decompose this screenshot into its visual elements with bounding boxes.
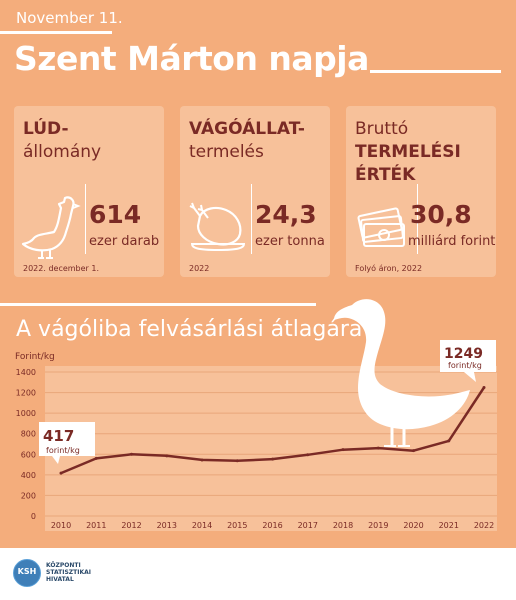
goose-silhouette <box>334 299 470 447</box>
y-axis-label: Forint/kg <box>15 352 55 362</box>
money-stack-icon <box>357 207 405 247</box>
annotation-unit: forint/kg <box>448 361 482 370</box>
card-label: Bruttó TERMELÉSI ÉRTÉK <box>355 119 461 185</box>
data-point <box>482 386 486 390</box>
ksh-logo-text: KSH <box>17 567 37 576</box>
section-underline <box>0 303 316 306</box>
card-footnote: 2022 <box>189 264 210 273</box>
x-tick-label: 2018 <box>333 521 353 530</box>
section-title: A vágóliba felvásárlási átlagára <box>16 317 363 342</box>
data-point <box>306 453 310 457</box>
card-label: LÚD-állomány <box>23 119 102 162</box>
card-slaughter: VÁGÓÁLLAT-termelés 24,3 ezer tonna 2022 <box>180 106 330 277</box>
data-point <box>376 446 380 450</box>
annotation-2022: 1249 forint/kg <box>440 340 496 382</box>
title-underline <box>370 70 501 73</box>
infographic: November 11. Szent Márton napja LÚD-állo… <box>0 0 516 548</box>
card-divider <box>85 184 86 254</box>
annotation-value: 417 <box>43 427 74 445</box>
roast-poultry-icon <box>189 202 246 252</box>
data-point <box>94 456 98 460</box>
date-underline <box>0 31 112 34</box>
x-tick-label: 2020 <box>403 521 423 530</box>
card-unit: ezer darab <box>89 234 160 249</box>
data-point <box>447 439 451 443</box>
annotation-unit: forint/kg <box>46 446 80 455</box>
card-value: 614 <box>89 200 142 229</box>
y-tick-label: 400 <box>21 471 36 480</box>
y-tick-label: 600 <box>21 450 36 459</box>
card-value: 30,8 <box>410 200 472 229</box>
x-tick-label: 2017 <box>298 521 318 530</box>
card-footnote: Folyó áron, 2022 <box>355 264 423 273</box>
annotation-value: 1249 <box>444 346 483 362</box>
series-points <box>59 386 486 475</box>
card-divider <box>251 184 252 254</box>
x-tick-label: 2016 <box>262 521 282 530</box>
x-axis-ticks: 2010 2011 2012 2013 2014 2015 2016 2017 2018 2019… <box>51 521 494 530</box>
x-tick-label: 2011 <box>86 521 106 530</box>
card-unit: milliárd forint <box>408 234 496 249</box>
card-unit: ezer tonna <box>255 234 325 249</box>
data-point <box>271 457 274 461</box>
x-tick-label: 2022 <box>474 521 494 530</box>
card-gross-value: Bruttó TERMELÉSI ÉRTÉK 30,8 milliárd forin… <box>346 106 496 277</box>
y-axis-ticks: 0 200 400 600 800 1000 1200 1400 <box>16 368 36 521</box>
page-title: Szent Márton napja <box>14 39 369 78</box>
goose-icon <box>21 196 81 259</box>
data-point <box>412 449 415 453</box>
card-value: 24,3 <box>255 200 317 229</box>
x-tick-label: 2010 <box>51 521 71 530</box>
x-tick-label: 2014 <box>192 521 212 530</box>
x-tick-label: 2021 <box>439 521 459 530</box>
annotation-2010: 417 forint/kg <box>39 422 95 464</box>
y-tick-label: 800 <box>21 430 36 439</box>
data-point <box>200 458 204 462</box>
data-point <box>235 459 239 463</box>
chart-grid <box>45 371 497 517</box>
x-tick-label: 2015 <box>227 521 247 530</box>
data-point <box>130 452 133 456</box>
y-tick-label: 200 <box>21 491 36 500</box>
data-point <box>59 471 63 475</box>
card-label: VÁGÓÁLLAT-termelés <box>189 119 305 162</box>
ksh-name: KÖZPONTI STATISZTIKAI HIVATAL <box>46 562 91 583</box>
x-tick-label: 2013 <box>157 521 177 530</box>
y-tick-label: 0 <box>31 512 36 521</box>
card-divider <box>417 184 418 254</box>
data-point <box>341 448 345 452</box>
ksh-logo-mark <box>13 559 41 587</box>
y-tick-label: 1400 <box>16 368 36 377</box>
y-tick-label: 1200 <box>16 389 36 398</box>
card-goose-stock: LÚD-állomány 614 ezer darab 2022. decemb… <box>14 106 164 277</box>
data-point <box>165 454 169 458</box>
x-tick-label: 2012 <box>121 521 141 530</box>
x-tick-label: 2019 <box>368 521 388 530</box>
card-footnote: 2022. december 1. <box>23 264 100 273</box>
date-label: November 11. <box>16 9 123 27</box>
y-tick-label: 1000 <box>16 409 36 418</box>
